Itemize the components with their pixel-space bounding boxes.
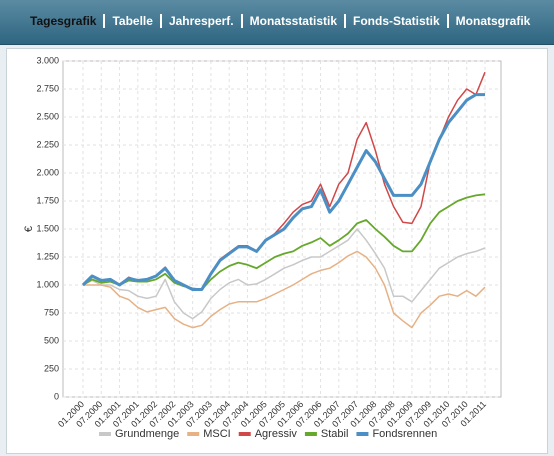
chart: € 0 250 500 750 1.000 1.250 1.500 1.750 2.000 2.2… (23, 55, 502, 440)
y-tick-label: 2.000 (36, 167, 59, 177)
y-tick-label: 2.500 (36, 111, 59, 121)
legend-label: Stabil (321, 428, 349, 440)
legend-label: Grundmenge (115, 428, 179, 440)
legend-label: MSCI (203, 428, 231, 440)
y-tick-label: 500 (44, 335, 59, 345)
legend-label: Fondsrennen (372, 428, 437, 440)
y-tick-label: 0 (54, 391, 59, 401)
y-tick-label: 1.750 (36, 195, 59, 205)
series-line (83, 250, 486, 329)
tab[interactable]: Fonds-Statistik (344, 14, 447, 28)
tab[interactable]: Monatsgrafik (446, 14, 538, 28)
legend-label: Agressiv (255, 428, 298, 440)
tab[interactable]: Tabelle (103, 14, 159, 28)
series-line (81, 93, 485, 291)
y-tick-label: 1.250 (36, 251, 59, 261)
y-tick-label: 1.000 (36, 279, 59, 289)
y-tick-label: 3.000 (36, 55, 59, 65)
y-tick-label: 750 (44, 307, 59, 317)
tab[interactable]: Tagesgrafik (30, 14, 97, 28)
y-tick-label: 1.500 (36, 223, 59, 233)
series-line (82, 228, 486, 320)
y-tick-label: 250 (44, 363, 59, 373)
tab[interactable]: Jahresperf. (159, 14, 241, 28)
y-tick-label: 2.250 (36, 139, 59, 149)
chart-panel: € 0 250 500 750 1.000 1.250 1.500 1.750 2.000 2.2… (6, 48, 548, 454)
y-tick-label: 2.750 (36, 83, 59, 93)
tabs: Tagesgrafik Tabelle Jahresperf. Monatsstati… (30, 14, 537, 28)
y-axis-label: € (23, 226, 35, 232)
tab-bar: Tagesgrafik Tabelle Jahresperf. Monatsstati… (0, 0, 554, 45)
tab[interactable]: Monatsstatistik (240, 14, 344, 28)
series-line (82, 193, 486, 291)
